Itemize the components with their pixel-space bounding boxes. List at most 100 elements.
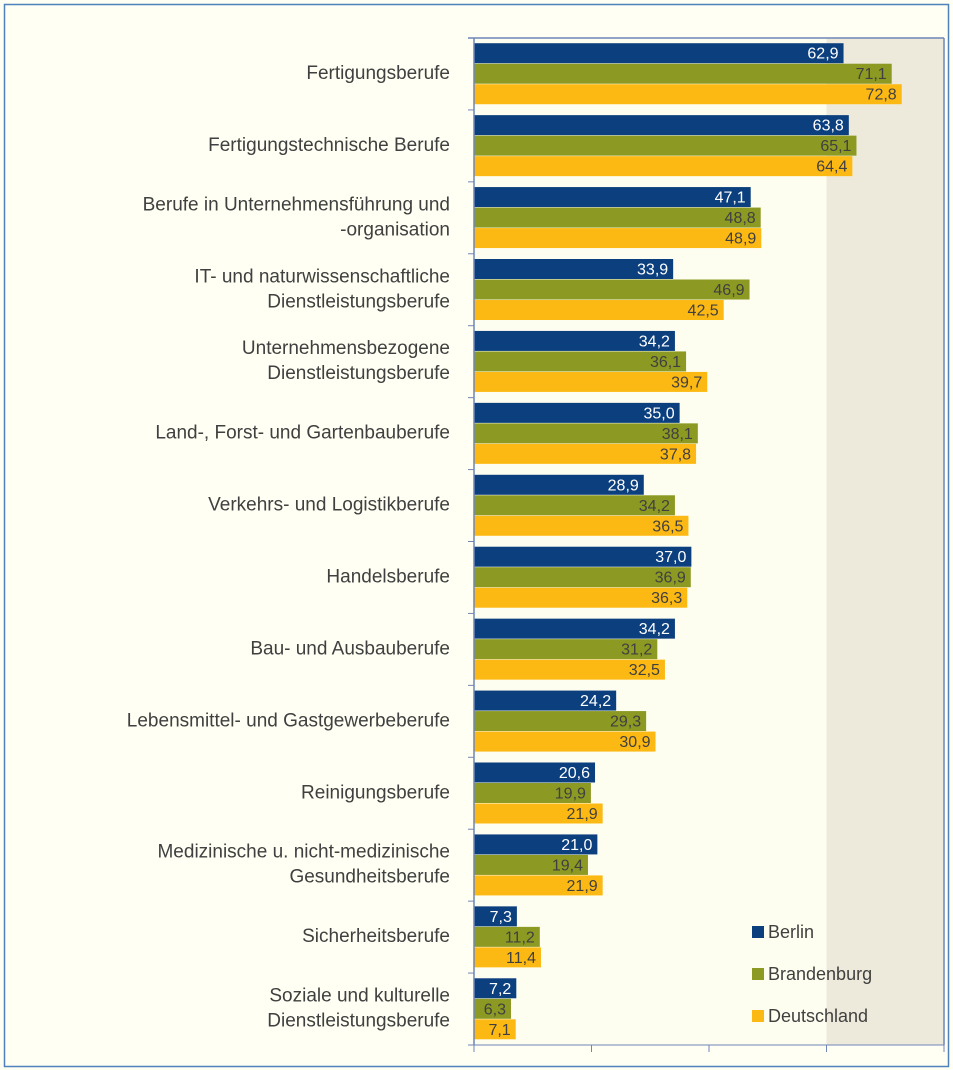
value-label: 36,5 <box>652 518 683 535</box>
y-tick-label: Dienstleistungsberufe <box>267 1011 450 1032</box>
bar <box>474 906 517 927</box>
y-tick-label: Bau- und Ausbauberufe <box>250 638 450 659</box>
bar <box>474 423 698 444</box>
value-label: 21,0 <box>561 837 592 854</box>
y-tick-label: Fertigungstechnische Berufe <box>208 135 450 156</box>
bar <box>474 259 674 279</box>
y-tick-label: Soziale und kulturelle <box>269 986 450 1007</box>
bar <box>474 546 692 567</box>
bar <box>474 834 598 855</box>
value-label: 6,3 <box>484 1001 506 1018</box>
y-tick-label: Berufe in Unternehmensführung und <box>143 194 450 215</box>
value-label: 34,2 <box>639 621 670 638</box>
value-label: 64,4 <box>816 159 847 176</box>
bar <box>474 187 751 208</box>
y-tick-label: Dienstleistungsberufe <box>267 291 450 312</box>
legend-swatch <box>752 926 764 938</box>
value-label: 37,0 <box>655 549 686 566</box>
value-label: 62,9 <box>807 46 838 63</box>
y-tick-label: -organisation <box>340 219 450 240</box>
value-label: 20,6 <box>559 765 590 782</box>
y-tick-label: Dienstleistungsberufe <box>267 363 450 384</box>
value-label: 28,9 <box>608 477 639 494</box>
bar <box>474 731 656 752</box>
y-tick-label: Unternehmensbezogene <box>242 338 450 359</box>
bar <box>474 711 647 732</box>
value-label: 21,9 <box>567 878 598 895</box>
y-tick-label: Land-, Forst- und Gartenbauberufe <box>155 423 450 444</box>
bar <box>474 228 762 249</box>
value-label: 48,8 <box>725 210 756 227</box>
value-label: 35,0 <box>643 405 674 422</box>
value-label: 24,2 <box>580 693 611 710</box>
bar <box>474 762 596 783</box>
value-label: 46,9 <box>713 282 744 299</box>
bar <box>474 495 675 516</box>
y-tick-label: Verkehrs- und Logistikberufe <box>208 495 450 516</box>
value-label: 11,2 <box>505 929 535 946</box>
bar <box>474 84 902 105</box>
y-tick-label: IT- und naturwissenschaftliche <box>194 266 450 287</box>
value-label: 65,1 <box>820 138 851 155</box>
bar <box>474 998 512 1019</box>
bar <box>474 279 750 300</box>
value-label: 21,9 <box>567 806 598 823</box>
bar <box>474 63 892 84</box>
legend-swatch <box>752 968 764 980</box>
value-label: 34,2 <box>639 333 670 350</box>
bar <box>474 300 724 320</box>
value-label: 29,3 <box>610 714 641 731</box>
bar <box>474 351 687 372</box>
y-tick-label: Reinigungsberufe <box>301 782 450 803</box>
value-label: 34,2 <box>639 498 670 515</box>
legend-swatch <box>752 1010 764 1022</box>
bar <box>474 854 588 875</box>
bar <box>474 115 849 136</box>
legend-label: Berlin <box>768 922 814 942</box>
bar <box>474 443 697 464</box>
bar <box>474 618 675 639</box>
bar <box>474 1019 516 1040</box>
value-label: 19,9 <box>555 785 586 802</box>
value-label: 36,3 <box>651 590 682 607</box>
value-label: 30,9 <box>619 734 650 751</box>
bar <box>474 371 708 392</box>
bar <box>474 690 617 711</box>
value-label: 7,3 <box>490 909 512 926</box>
bar <box>474 515 689 536</box>
value-label: 72,8 <box>866 87 897 104</box>
bar <box>474 207 761 228</box>
y-tick-label: Handelsberufe <box>326 566 450 587</box>
value-label: 48,9 <box>725 231 756 248</box>
bar <box>474 783 591 803</box>
bar <box>474 926 540 947</box>
value-label: 38,1 <box>662 426 693 443</box>
value-label: 32,5 <box>629 662 660 679</box>
y-tick-label: Sicherheitsberufe <box>302 926 450 947</box>
bar <box>474 875 603 896</box>
y-tick-label: Medizinische u. nicht-medizinische <box>157 842 450 863</box>
y-tick-label: Fertigungsberufe <box>306 63 450 84</box>
value-label: 36,9 <box>655 570 686 587</box>
value-label: 7,2 <box>489 981 511 998</box>
value-label: 36,1 <box>650 354 681 371</box>
y-tick-label: Lebensmittel- und Gastgewerbeberufe <box>127 710 450 731</box>
value-label: 37,8 <box>660 446 691 463</box>
value-label: 31,2 <box>621 642 652 659</box>
bar <box>474 402 680 423</box>
bar <box>474 803 603 824</box>
chart-border <box>3 3 950 1068</box>
bar <box>474 567 691 588</box>
y-tick-label: Gesundheitsberufe <box>289 867 450 888</box>
bar <box>474 474 644 495</box>
legend-label: Deutschland <box>768 1006 868 1026</box>
value-label: 19,4 <box>552 857 583 874</box>
value-label: 7,1 <box>488 1022 510 1039</box>
bar <box>474 947 541 968</box>
bar <box>474 156 853 177</box>
value-label: 33,9 <box>637 261 668 278</box>
bar <box>474 659 665 680</box>
value-label: 47,1 <box>715 190 746 207</box>
